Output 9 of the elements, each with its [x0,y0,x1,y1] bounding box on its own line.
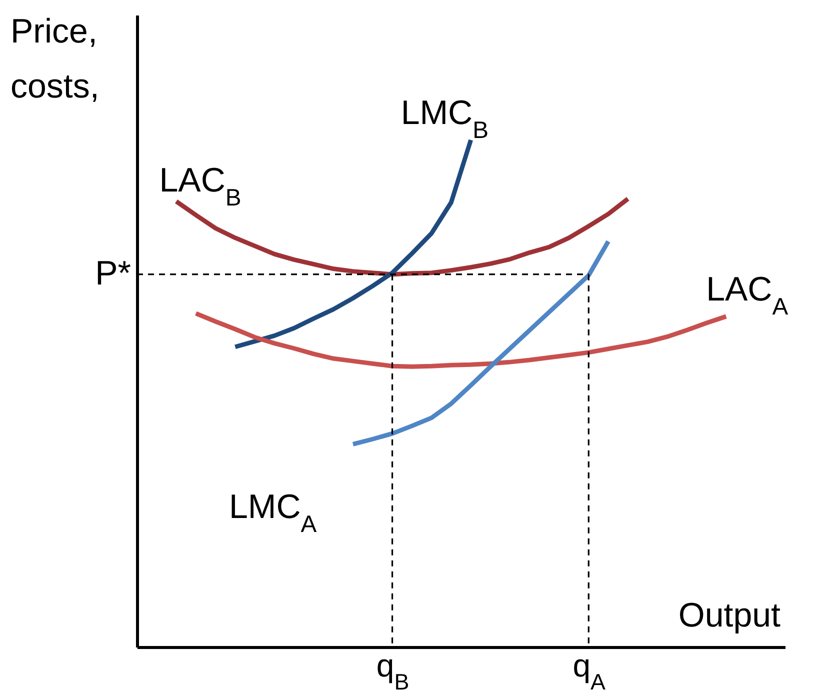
y-axis-title: Price, costs, [10,12,100,106]
x-tick-label: q$_{A}$ [572,648,606,694]
x-axis-title: Output [678,596,782,634]
text: P* [95,254,131,292]
series-label: LMC$_{A}$ [229,488,317,538]
series-label: LMC$_{B}$ [400,94,488,144]
x-tick-label: q$_{B}$ [376,648,410,694]
series-label: LAC$_{B}$ [159,161,242,211]
series-label: LAC$_{A}$ [706,270,788,320]
